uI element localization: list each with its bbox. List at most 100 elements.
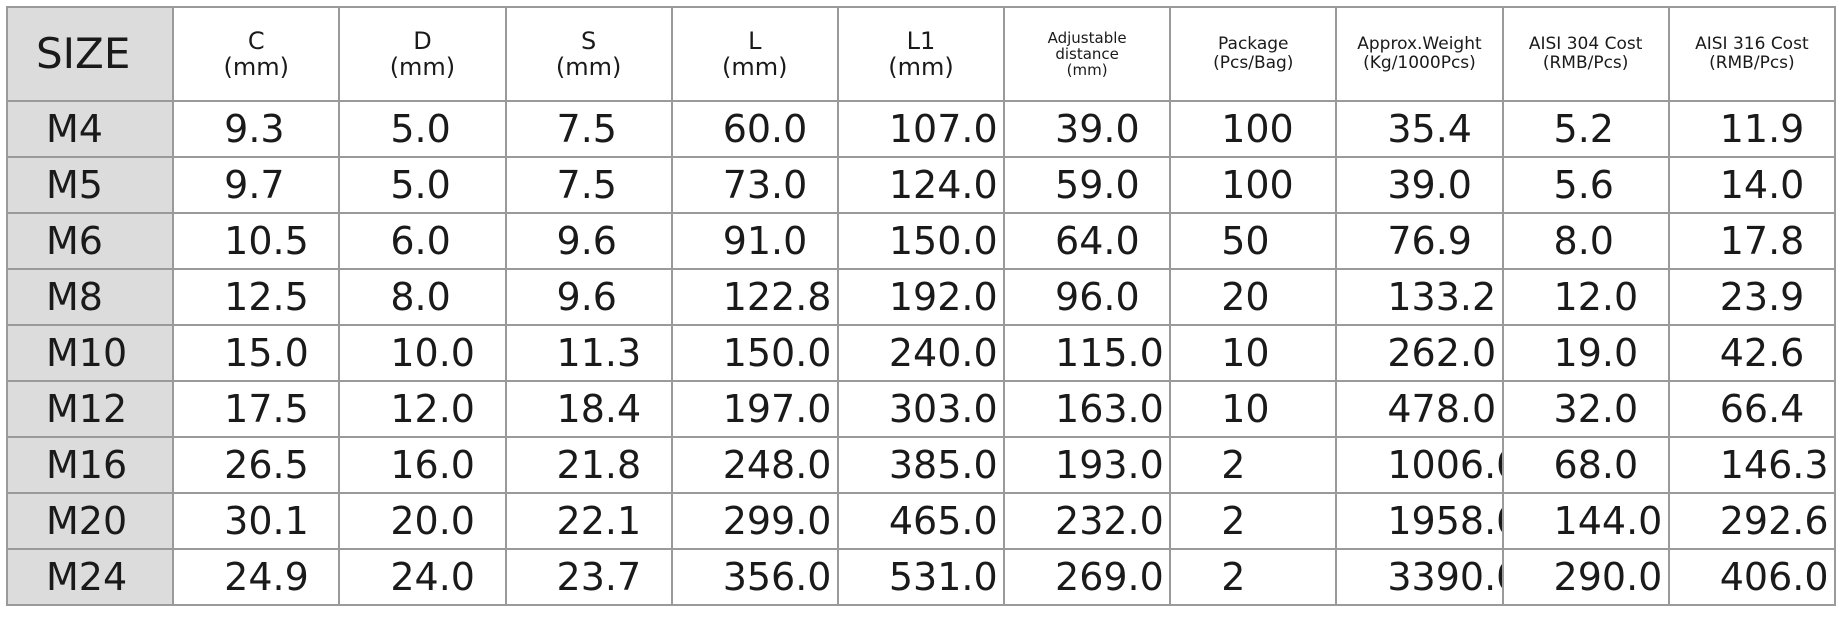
value-cell: 150.0 xyxy=(836,212,1006,270)
value-cell: 193.0 xyxy=(1003,436,1172,494)
size-cell: M10 xyxy=(5,324,175,382)
header-text: Package xyxy=(1218,34,1289,54)
column-header: SIZE xyxy=(5,6,175,102)
value-cell: 192.0 xyxy=(836,268,1006,326)
value-cell: 10 xyxy=(1169,324,1338,382)
value-cell: 7.5 xyxy=(504,156,673,214)
value-cell: 2 xyxy=(1169,492,1338,550)
size-cell: M6 xyxy=(5,212,175,270)
header-text: (RMB/Pcs) xyxy=(1542,53,1629,73)
header-text: Approx.Weight xyxy=(1357,34,1482,54)
header-text: (RMB/Pcs) xyxy=(1709,53,1795,73)
header-text: S xyxy=(580,27,597,55)
value-cell: 9.6 xyxy=(504,268,673,326)
data-row: M4 9.3 5.0 7.5 60.0 107.0 39.0 100 35.4 5.2 11.9 xyxy=(5,100,1837,158)
header-text: (Pcs/Bag) xyxy=(1213,53,1294,73)
value-cell: 197.0 xyxy=(670,380,839,438)
header-row: SIZE C (mm) D (mm) S (mm) L (mm) L1 (mm) Adjustable… xyxy=(5,6,1837,102)
value-cell: 10 xyxy=(1169,380,1338,438)
value-cell: 32.0 xyxy=(1501,380,1670,438)
value-cell: 16.0 xyxy=(338,436,507,494)
value-cell: 478.0 xyxy=(1335,380,1504,438)
value-cell: 68.0 xyxy=(1501,436,1670,494)
column-header: AISI 304 Cost (RMB/Pcs) xyxy=(1501,6,1670,102)
data-row: M8 12.5 8.0 9.6 122.8 192.0 96.0 20 133.2 12.0 23.… xyxy=(5,268,1837,326)
value-cell: 292.6 xyxy=(1667,492,1837,550)
value-cell: 9.7 xyxy=(172,156,341,214)
data-row: M6 10.5 6.0 9.6 91.0 150.0 64.0 50 76.9 8.0 17.8 xyxy=(5,212,1837,270)
value-cell: 39.0 xyxy=(1335,156,1504,214)
value-cell: 35.4 xyxy=(1335,100,1504,158)
header-text: (mm) xyxy=(1066,61,1108,79)
value-cell: 406.0 xyxy=(1667,548,1837,606)
value-cell: 1958.0 xyxy=(1335,492,1504,550)
value-cell: 2 xyxy=(1169,436,1338,494)
value-cell: 76.9 xyxy=(1335,212,1504,270)
value-cell: 50 xyxy=(1169,212,1338,270)
value-cell: 5.0 xyxy=(338,100,507,158)
value-cell: 20 xyxy=(1169,268,1338,326)
header-text: (mm) xyxy=(722,53,788,81)
header-text: SIZE xyxy=(36,29,131,78)
data-row: M10 15.0 10.0 11.3 150.0 240.0 115.0 10 262.0 19.… xyxy=(5,324,1837,382)
value-cell: 7.5 xyxy=(504,100,673,158)
header-text: D xyxy=(413,27,432,55)
header-text: AISI 316 Cost xyxy=(1695,34,1809,54)
value-cell: 23.7 xyxy=(504,548,673,606)
value-cell: 12.0 xyxy=(1501,268,1670,326)
header-text: C xyxy=(247,27,265,55)
header-text: (mm) xyxy=(389,53,456,81)
column-header: Package (Pcs/Bag) xyxy=(1169,6,1338,102)
value-cell: 115.0 xyxy=(1003,324,1172,382)
value-cell: 39.0 xyxy=(1003,100,1172,158)
value-cell: 100 xyxy=(1169,100,1338,158)
column-header: C (mm) xyxy=(172,6,341,102)
header-text: (Kg/1000Pcs) xyxy=(1363,53,1476,73)
value-cell: 122.8 xyxy=(670,268,839,326)
column-header: S (mm) xyxy=(504,6,673,102)
value-cell: 303.0 xyxy=(836,380,1006,438)
value-cell: 19.0 xyxy=(1501,324,1670,382)
value-cell: 10.5 xyxy=(172,212,341,270)
value-cell: 144.0 xyxy=(1501,492,1670,550)
value-cell: 42.6 xyxy=(1667,324,1837,382)
size-cell: M20 xyxy=(5,492,175,550)
data-row: M1626.516.021.8248.0385.0193.021006.068.… xyxy=(5,436,1837,494)
size-cell: M24 xyxy=(5,548,175,606)
value-cell: 6.0 xyxy=(338,212,507,270)
value-cell: 100 xyxy=(1169,156,1338,214)
value-cell: 5.6 xyxy=(1501,156,1670,214)
value-cell: 133.2 xyxy=(1335,268,1504,326)
value-cell: 11.9 xyxy=(1667,100,1837,158)
value-cell: 18.4 xyxy=(504,380,673,438)
value-cell: 8.0 xyxy=(338,268,507,326)
value-cell: 1006.0 xyxy=(1335,436,1504,494)
value-cell: 66.4 xyxy=(1667,380,1837,438)
value-cell: 9.3 xyxy=(172,100,341,158)
value-cell: 12.5 xyxy=(172,268,341,326)
header-text: Adjustable xyxy=(1047,29,1127,47)
value-cell: 2 xyxy=(1169,548,1338,606)
size-cell: M8 xyxy=(5,268,175,326)
header-text: (mm) xyxy=(555,53,622,81)
header-text: AISI 304 Cost xyxy=(1528,34,1643,54)
value-cell: 465.0 xyxy=(836,492,1006,550)
header-text: L1 xyxy=(906,27,936,55)
value-cell: 5.2 xyxy=(1501,100,1670,158)
size-cell: M12 xyxy=(5,380,175,438)
value-cell: 3390.0 xyxy=(1335,548,1504,606)
value-cell: 26.5 xyxy=(172,436,341,494)
value-cell: 240.0 xyxy=(836,324,1006,382)
value-cell: 531.0 xyxy=(836,548,1006,606)
value-cell: 21.8 xyxy=(504,436,673,494)
value-cell: 15.0 xyxy=(172,324,341,382)
value-cell: 248.0 xyxy=(670,436,839,494)
value-cell: 14.0 xyxy=(1667,156,1837,214)
size-cell: M4 xyxy=(5,100,175,158)
column-header: Adjustable distance (mm) xyxy=(1003,6,1172,102)
value-cell: 10.0 xyxy=(338,324,507,382)
value-cell: 17.5 xyxy=(172,380,341,438)
value-cell: 17.8 xyxy=(1667,212,1837,270)
value-cell: 107.0 xyxy=(836,100,1006,158)
value-cell: 5.0 xyxy=(338,156,507,214)
